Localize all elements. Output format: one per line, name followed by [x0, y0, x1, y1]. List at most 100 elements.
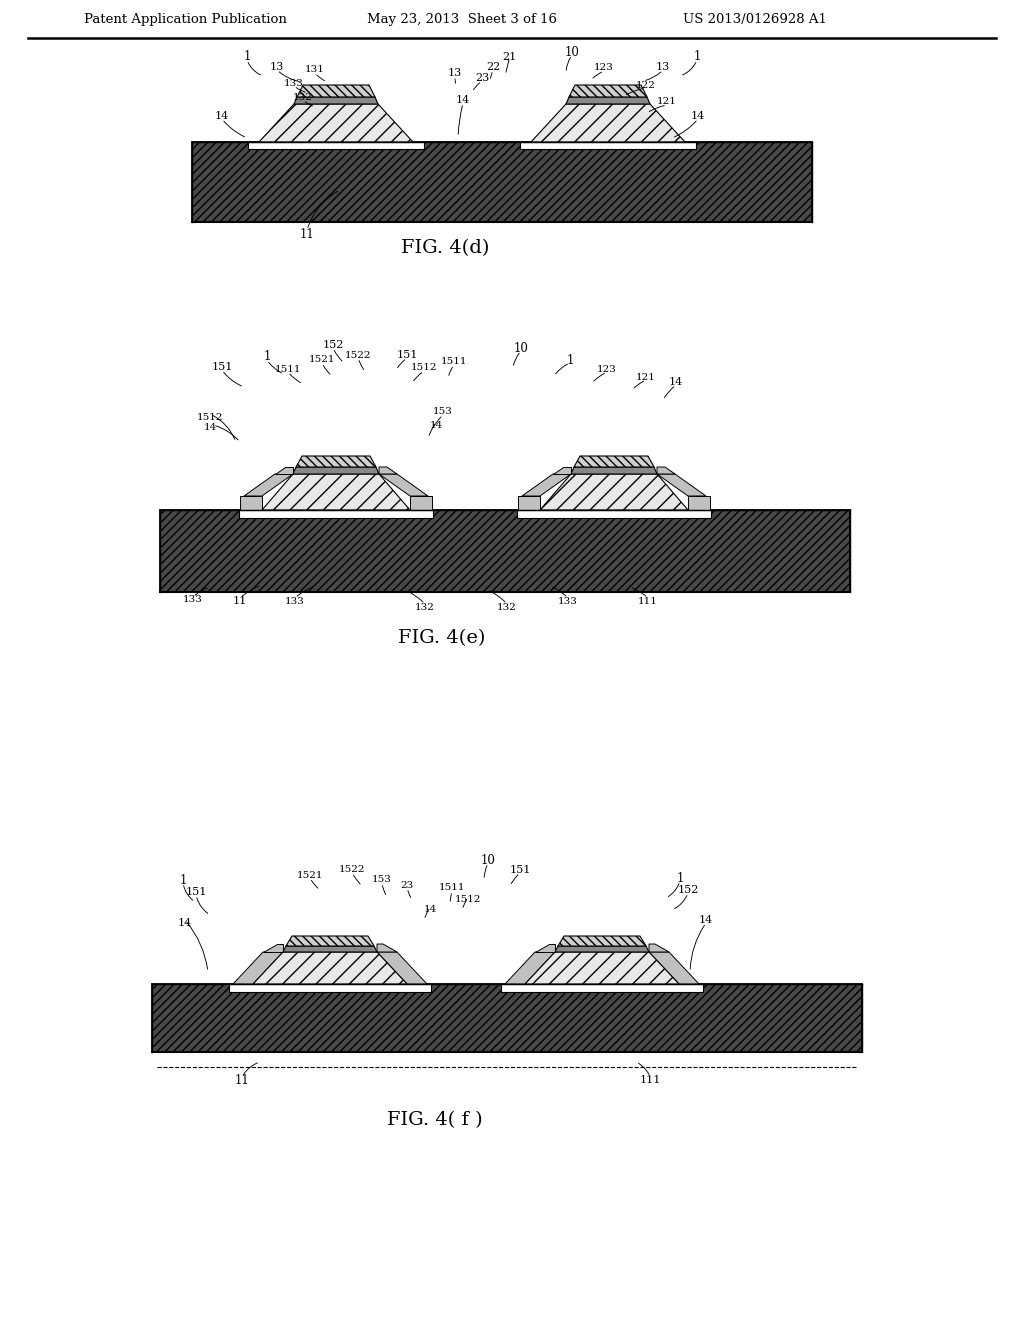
- Text: 14: 14: [178, 917, 193, 928]
- Polygon shape: [657, 474, 706, 496]
- Text: 153: 153: [433, 408, 453, 417]
- Text: 123: 123: [594, 63, 614, 73]
- Polygon shape: [294, 96, 378, 104]
- Polygon shape: [233, 952, 283, 983]
- Text: 151: 151: [509, 865, 530, 875]
- Polygon shape: [531, 104, 685, 143]
- Text: May 23, 2013  Sheet 3 of 16: May 23, 2013 Sheet 3 of 16: [367, 13, 557, 26]
- Polygon shape: [286, 936, 374, 946]
- Polygon shape: [522, 474, 571, 496]
- Text: 131: 131: [305, 66, 325, 74]
- Text: 111: 111: [638, 597, 658, 606]
- Text: 132: 132: [293, 92, 313, 102]
- Polygon shape: [525, 952, 679, 983]
- Text: 1512: 1512: [197, 412, 223, 421]
- Polygon shape: [569, 84, 647, 96]
- Text: 13: 13: [270, 62, 284, 73]
- Text: 133: 133: [284, 78, 304, 87]
- Polygon shape: [379, 474, 428, 496]
- Text: 23: 23: [475, 73, 489, 83]
- Polygon shape: [649, 952, 699, 983]
- Text: 21: 21: [502, 51, 516, 62]
- Text: 133: 133: [183, 595, 203, 605]
- Text: 11: 11: [300, 227, 314, 240]
- Polygon shape: [275, 467, 293, 474]
- Polygon shape: [229, 983, 431, 993]
- Polygon shape: [297, 84, 375, 96]
- Text: 152: 152: [323, 341, 344, 350]
- Text: 133: 133: [285, 597, 305, 606]
- Text: 152: 152: [677, 884, 698, 895]
- Polygon shape: [566, 96, 650, 104]
- Polygon shape: [239, 510, 433, 517]
- Text: 1521: 1521: [309, 355, 335, 364]
- Text: 11: 11: [234, 1073, 250, 1086]
- Polygon shape: [505, 952, 555, 983]
- Text: 10: 10: [480, 854, 496, 866]
- Text: 151: 151: [211, 362, 232, 372]
- Polygon shape: [293, 467, 379, 474]
- Text: 14: 14: [669, 378, 683, 387]
- Polygon shape: [558, 936, 646, 946]
- Text: 1: 1: [179, 874, 186, 887]
- Polygon shape: [244, 474, 293, 496]
- Text: 14: 14: [429, 421, 442, 429]
- Text: US 2013/0126928 A1: US 2013/0126928 A1: [683, 13, 827, 26]
- Text: 133: 133: [558, 597, 578, 606]
- Text: 1: 1: [566, 354, 573, 367]
- Text: 1512: 1512: [411, 363, 437, 372]
- Polygon shape: [259, 104, 413, 143]
- Polygon shape: [657, 467, 675, 474]
- Polygon shape: [535, 944, 555, 952]
- Text: 1: 1: [676, 871, 684, 884]
- Text: 14: 14: [691, 111, 706, 121]
- Polygon shape: [240, 496, 262, 510]
- Text: 151: 151: [396, 350, 418, 360]
- Text: 123: 123: [597, 364, 616, 374]
- Polygon shape: [571, 467, 657, 474]
- Polygon shape: [262, 474, 410, 510]
- Polygon shape: [248, 143, 424, 149]
- Text: 121: 121: [657, 98, 677, 107]
- Text: 1511: 1511: [440, 358, 467, 367]
- Text: 13: 13: [656, 62, 670, 73]
- Polygon shape: [553, 467, 571, 474]
- Text: 14: 14: [456, 95, 470, 106]
- Polygon shape: [520, 143, 696, 149]
- Text: Patent Application Publication: Patent Application Publication: [84, 13, 287, 26]
- Text: 132: 132: [497, 602, 517, 611]
- Polygon shape: [377, 952, 427, 983]
- Text: 1511: 1511: [438, 883, 465, 892]
- Text: 10: 10: [564, 45, 580, 58]
- Polygon shape: [283, 946, 377, 952]
- Text: 10: 10: [514, 342, 528, 355]
- Text: 14: 14: [204, 424, 217, 433]
- Text: FIG. 4( f ): FIG. 4( f ): [387, 1111, 482, 1129]
- Text: 1522: 1522: [339, 866, 366, 874]
- Text: 1: 1: [263, 351, 270, 363]
- Polygon shape: [517, 510, 711, 517]
- Text: 122: 122: [636, 81, 656, 90]
- Polygon shape: [263, 944, 283, 952]
- Text: 1: 1: [244, 50, 251, 63]
- Polygon shape: [296, 455, 376, 467]
- Text: 14: 14: [698, 915, 713, 925]
- Text: 151: 151: [185, 887, 207, 898]
- Polygon shape: [649, 944, 669, 952]
- Polygon shape: [574, 455, 654, 467]
- Text: 111: 111: [639, 1074, 660, 1085]
- Text: FIG. 4(e): FIG. 4(e): [398, 630, 485, 647]
- Polygon shape: [410, 496, 432, 510]
- Text: 132: 132: [415, 602, 435, 611]
- Text: 23: 23: [400, 880, 414, 890]
- Text: 153: 153: [372, 875, 392, 884]
- Bar: [193, 143, 812, 222]
- Text: 1512: 1512: [455, 895, 481, 904]
- Polygon shape: [253, 952, 407, 983]
- Polygon shape: [379, 467, 397, 474]
- Text: 14: 14: [215, 111, 229, 121]
- Polygon shape: [501, 983, 703, 993]
- Bar: [160, 510, 850, 591]
- Text: 11: 11: [232, 597, 247, 606]
- Bar: [152, 983, 862, 1052]
